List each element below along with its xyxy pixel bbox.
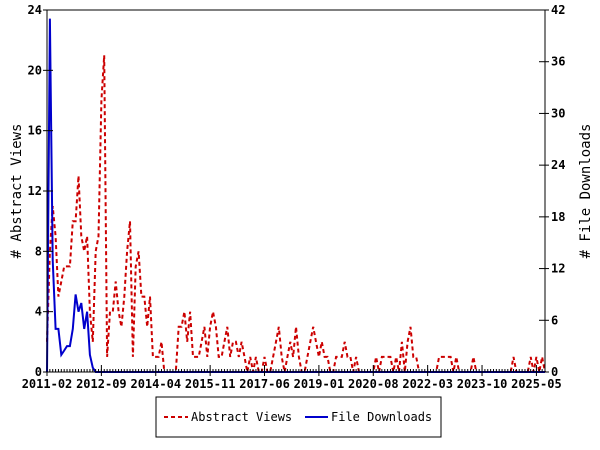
y-tick-label: 8 (35, 244, 42, 258)
legend-label-file-downloads: File Downloads (331, 410, 432, 424)
y2-tick-label: 30 (551, 106, 565, 120)
x-tick-label: 2014-04 (130, 377, 181, 391)
y2-tick-label: 36 (551, 55, 565, 69)
y2-tick-label: 42 (551, 3, 565, 17)
y2-axis-label: # File Downloads (578, 124, 594, 259)
series-line-file-downloads (46, 18, 545, 373)
axes: 2011-02 2012-09 2014-04 2015-11 2017-06 2019-… (22, 3, 566, 391)
y2-tick-label: 12 (551, 262, 565, 276)
legend-box (155, 396, 442, 438)
y-tick-label: 0 (35, 365, 42, 379)
x-tick-label: 2020-08 (348, 377, 399, 391)
x-tick-label: 2015-11 (185, 377, 236, 391)
x-tick-label: 2017-06 (239, 377, 290, 391)
x-tick-label: 2023-10 (457, 377, 508, 391)
series-line-abstract-views (46, 55, 546, 373)
legend: Abstract Views File Downloads (155, 396, 442, 438)
y2-tick-label: 6 (551, 313, 558, 327)
y-tick-label: 16 (28, 124, 42, 138)
y-tick-label: 24 (28, 3, 42, 17)
x-tick-label: 2025-05 (511, 377, 562, 391)
y-tick-label: 12 (28, 184, 42, 198)
y-axis-label: # Abstract Views (9, 124, 25, 259)
x-tick-label: 2019-01 (294, 377, 345, 391)
y2-tick-label: 24 (551, 158, 565, 172)
y-tick-label: 20 (28, 63, 42, 77)
chart-marks (46, 18, 546, 373)
legend-label-abstract-views: Abstract Views (191, 410, 292, 424)
x-tick-label: 2011-02 (22, 377, 73, 391)
x-tick-label: 2022-03 (402, 377, 453, 391)
y-tick-label: 4 (35, 305, 42, 319)
y2-tick-label: 0 (551, 365, 558, 379)
x-tick-label: 2012-09 (76, 377, 127, 391)
y2-tick-label: 18 (551, 210, 565, 224)
